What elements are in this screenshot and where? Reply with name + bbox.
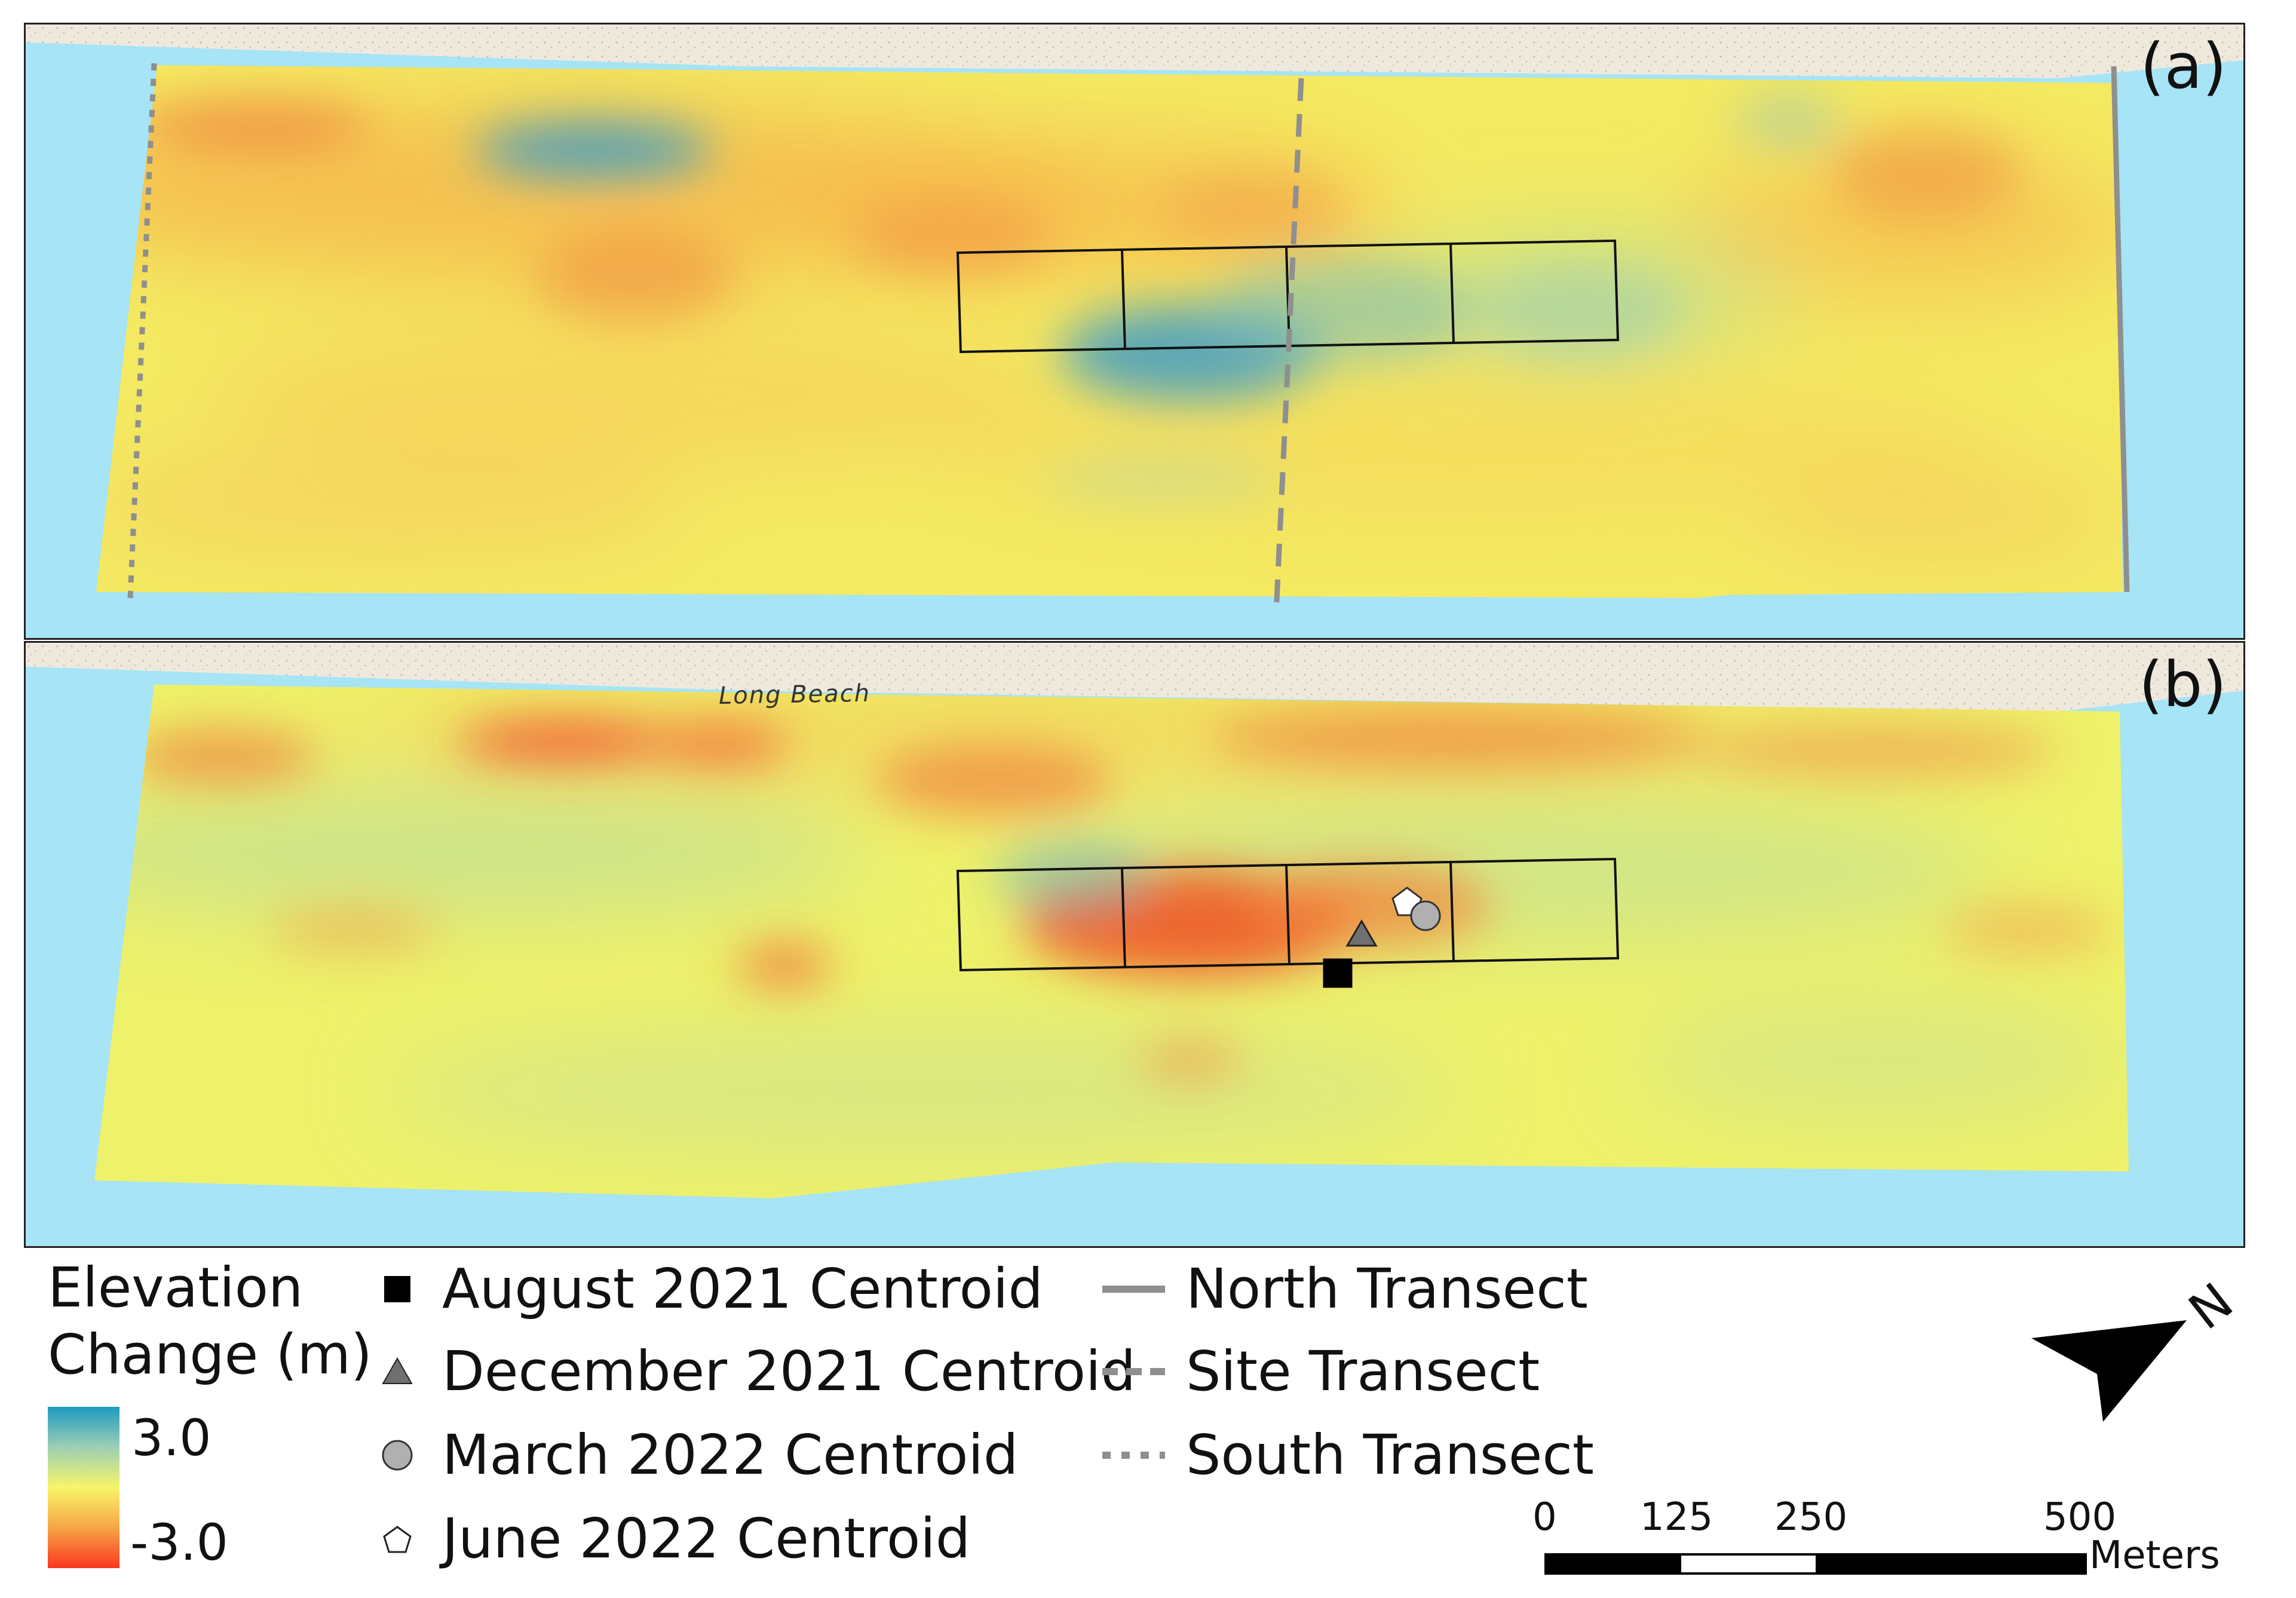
- scale-unit: Meters: [2089, 1533, 2220, 1578]
- colorbar-min-label: -3.0: [130, 1513, 228, 1572]
- triangle-marker-icon: [376, 1351, 418, 1393]
- legend-label-south-transect: South Transect: [1186, 1423, 1594, 1487]
- land-a: [26, 24, 2243, 78]
- site-transect-line: [1273, 78, 1304, 614]
- legend-label-august-2021: August 2021 Centroid: [442, 1257, 1043, 1321]
- square-marker-icon: [376, 1268, 418, 1310]
- legend-label-december-2021: December 2021 Centroid: [442, 1339, 1136, 1403]
- legend-item-march-2022: March 2022 Centroid: [376, 1428, 1018, 1483]
- legend-label-north-transect: North Transect: [1186, 1257, 1588, 1321]
- colorbar-max-label: 3.0: [131, 1409, 211, 1467]
- land-b: [26, 643, 2243, 711]
- august-2021-centroid: [1323, 958, 1353, 988]
- scale-tick-125: 125: [1640, 1495, 1713, 1539]
- colorbar: [48, 1407, 119, 1568]
- legend-item-north-transect: North Transect: [1102, 1262, 1588, 1317]
- study-grid-a: [956, 239, 1620, 354]
- legend-item-december-2021: December 2021 Centroid: [376, 1344, 1136, 1399]
- legend-item-august-2021: August 2021 Centroid: [376, 1262, 1043, 1317]
- north-arrow-icon: N: [2031, 1278, 2240, 1422]
- elevation-field-b: [94, 685, 2117, 1157]
- colorbar-title-line1: Elevation: [48, 1256, 304, 1320]
- legend-item-june-2022: June 2022 Centroid: [376, 1511, 970, 1566]
- elevation-map-b: [26, 643, 2243, 1246]
- place-label-long-beach: Long Beach: [718, 679, 871, 710]
- study-grid-b: [956, 857, 1620, 972]
- scale-tick-500: 500: [2043, 1495, 2117, 1539]
- legend-label-june-2022: June 2022 Centroid: [442, 1507, 971, 1571]
- legend-item-site-transect: Site Transect: [1102, 1344, 1540, 1399]
- elevation-field-a: [96, 96, 2123, 562]
- pentagon-marker-icon: [376, 1518, 418, 1560]
- scale-bar: [1544, 1553, 2087, 1575]
- circle-marker-icon: [376, 1434, 418, 1476]
- december-2021-centroid: [1345, 919, 1378, 947]
- scale-tick-250: 250: [1774, 1495, 1848, 1539]
- south-transect-line: [127, 63, 157, 599]
- panel-label-b: (b): [2138, 648, 2227, 721]
- map-panel-a: (a): [24, 23, 2245, 640]
- elevation-map-a: [26, 24, 2243, 638]
- scale-tick-0: 0: [1532, 1495, 1557, 1539]
- colorbar-title-line2: Change (m): [48, 1323, 372, 1387]
- solid-line-icon: [1102, 1286, 1165, 1293]
- dashed-line-icon: [1102, 1368, 1165, 1375]
- panel-label-a: (a): [2140, 30, 2227, 103]
- north-arrow-label: N: [2178, 1278, 2240, 1341]
- north-transect-line: [2111, 66, 2130, 593]
- march-2022-centroid: [1410, 900, 1441, 931]
- legend-label-march-2022: March 2022 Centroid: [442, 1423, 1019, 1487]
- legend-item-south-transect: South Transect: [1102, 1428, 1594, 1483]
- map-panel-b: Long Beach (b): [24, 641, 2245, 1248]
- legend-label-site-transect: Site Transect: [1186, 1339, 1540, 1403]
- dotted-line-icon: [1102, 1452, 1165, 1459]
